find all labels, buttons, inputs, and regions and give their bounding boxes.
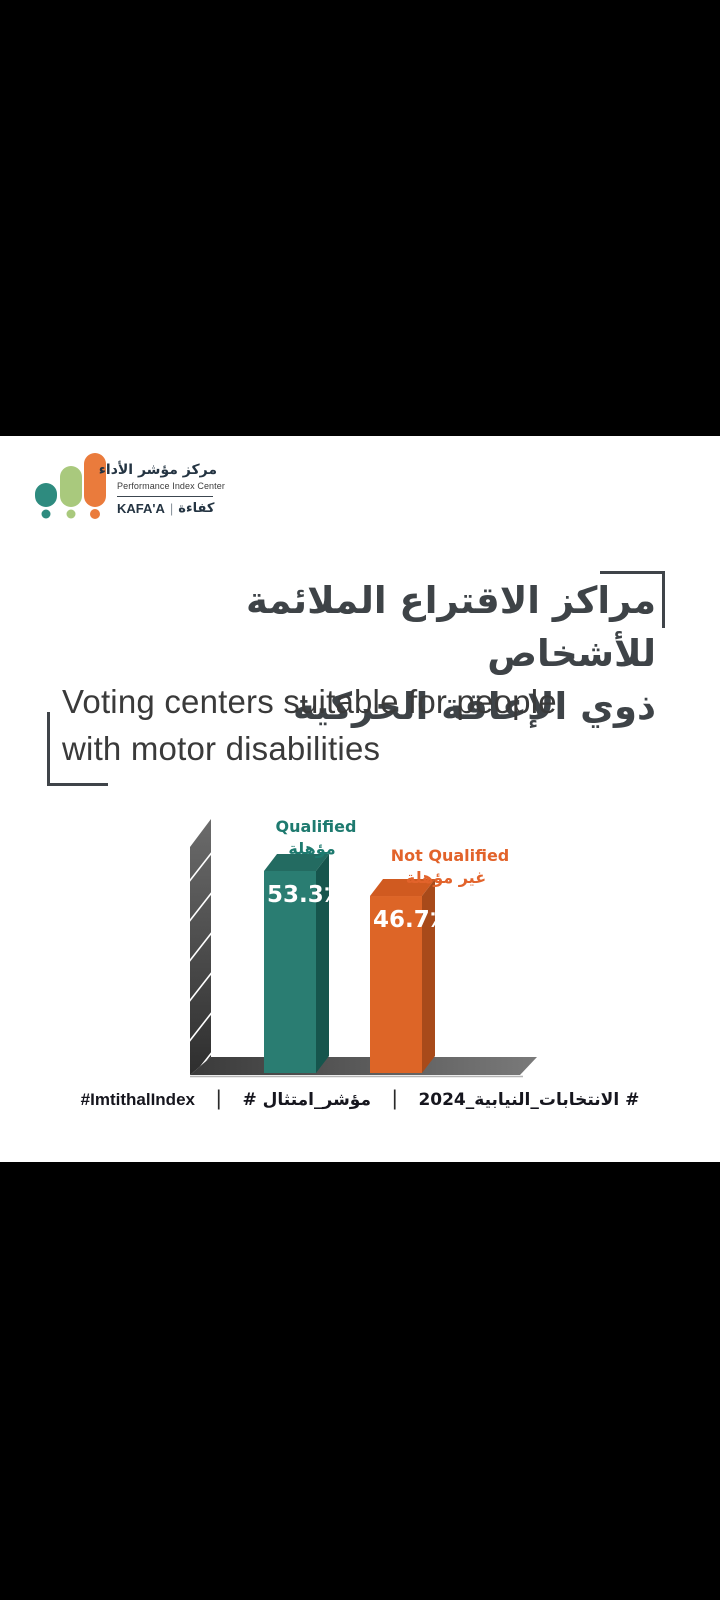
top-black-bar — [0, 0, 720, 436]
bar-value-label-not-qualified: 46.7٪ — [373, 907, 444, 933]
english-title-line1: Voting centers suitable for people — [62, 683, 557, 720]
infographic-card: مركز مؤشر الأداء Performance Index Cente… — [0, 436, 720, 1162]
arabic-title-line1: مراكز الاقتراع الملائمة للأشخاص — [245, 579, 656, 675]
hashtag-imtithal-index-en: #ImtithalIndex — [80, 1090, 195, 1109]
arabic-title: مراكز الاقتراع الملائمة للأشخاص ذوي الإع… — [96, 574, 656, 733]
hashtag-elections-2024-ar: # الانتخابات_النيابية_2024 — [418, 1090, 640, 1110]
legend-en-qualified: Qualified — [276, 817, 357, 836]
hashtag-separator-1: | — [215, 1087, 222, 1110]
arabic-title-line2: ذوي الإعاقة الحركية — [292, 685, 656, 728]
logo-brand-en: KAFA'A — [117, 501, 165, 516]
bar-qualified: 53.3٪ — [264, 854, 338, 1073]
english-title-bracket — [47, 712, 108, 786]
logo-text-block: مركز مؤشر الأداء Performance Index Cente… — [98, 453, 225, 516]
logo: مركز مؤشر الأداء Performance Index Cente… — [33, 453, 225, 523]
bar-chart: 53.3٪ Qualified مؤهلة 46.7٪ Not Qualified غير… — [190, 817, 537, 1078]
english-title-line2: with motor disabilities — [62, 730, 381, 767]
logo-bars-icon — [35, 453, 106, 519]
logo-name-arabic: مركز مؤشر الأداء — [98, 462, 217, 478]
hashtag-separator-2: | — [391, 1087, 398, 1110]
logo-brand-separator: | — [169, 501, 174, 516]
hashtag-row: #ImtithalIndex | # مؤشر_امتثال | # الانت… — [0, 1087, 720, 1112]
logo-brand: KAFA'A | كفاءة — [117, 501, 217, 516]
logo-name-english: Performance Index Center — [117, 481, 225, 491]
legend-en-not-qualified: Not Qualified — [391, 846, 510, 865]
logo-divider — [117, 496, 213, 497]
bottom-black-bar — [0, 1162, 720, 1600]
legend-ar-qualified: مؤهلة — [288, 839, 335, 858]
bar-not-qualified: 46.7٪ — [370, 879, 444, 1073]
legend-ar-not-qualified: غير مؤهلة — [406, 868, 486, 887]
hashtag-imtithal-index-ar: # مؤشر_امتثال — [242, 1090, 371, 1110]
logo-brand-ar: كفاءة — [178, 501, 215, 516]
bar-value-label-qualified: 53.3٪ — [267, 882, 338, 908]
arabic-title-bracket — [600, 571, 665, 628]
english-title: Voting centers suitable for people with … — [62, 678, 622, 772]
chart-floor — [190, 1057, 537, 1075]
